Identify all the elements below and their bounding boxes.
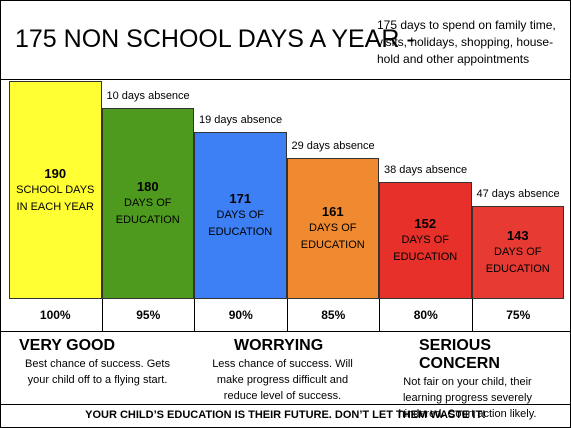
bar: 180 DAYS OF EDUCATION [101, 107, 194, 299]
bar: 190 SCHOOL DAYS IN EACH YEAR [9, 81, 102, 299]
bar: 171 DAYS OF EDUCATION [194, 131, 287, 299]
title: 175 NON SCHOOL DAYS A YEAR - [15, 25, 415, 53]
verdict-title: WORRYING [234, 337, 324, 354]
footer: YOUR CHILD’S EDUCATION IS THEIR FUTURE. … [85, 409, 486, 421]
verdict: SERIOUS CONCERN Not fair on your child, t… [379, 333, 564, 420]
verdict-text: Best chance of success. Gets your child … [25, 358, 170, 386]
percent-label: 95% [101, 299, 195, 331]
percent-label: 100% [39, 308, 71, 322]
absence-label: 19 days absence [199, 113, 283, 126]
bar: 152 DAYS OF EDUCATION [379, 182, 472, 299]
row-divider [1, 331, 570, 332]
verdict-text: Not fair on your child, their learning p… [398, 376, 537, 420]
value-label: 143 [506, 227, 529, 243]
percent-label: 80% [379, 299, 472, 331]
category-label: DAYS OF EDUCATION [208, 208, 273, 238]
absence-label: 47 days absence [476, 187, 560, 200]
verdict-text: Less chance of success. Will make progre… [212, 358, 353, 402]
verdict: WORRYING Less chance of success. Will mak… [194, 333, 379, 403]
percent-label: 75% [471, 299, 565, 331]
footer-divider [1, 404, 570, 405]
verdict-title: VERY GOOD [19, 337, 116, 354]
verdict-title: SERIOUS CONCERN [419, 337, 500, 372]
category-label: DAYS OF EDUCATION [300, 222, 365, 252]
value-label: 152 [414, 216, 437, 231]
verdict: VERY GOOD Best chance of success. Gets yo… [9, 333, 194, 403]
category-label: DAYS OF EDUCATION [485, 245, 550, 275]
category-label: DAYS OF EDUCATION [115, 196, 180, 226]
value-label: 180 [136, 178, 159, 194]
absence-label: 38 days absence [384, 164, 468, 177]
bar: 143 DAYS OF EDUCATION [471, 205, 564, 299]
value-label: 161 [321, 204, 344, 220]
header-divider [1, 79, 570, 80]
percent-label: 85% [286, 299, 380, 331]
absence-label: 29 days absence [291, 140, 375, 153]
percent-label: 90% [194, 299, 287, 331]
value-label: 171 [229, 190, 252, 206]
category-label: SCHOOL DAYS IN EACH YEAR [16, 183, 95, 213]
value-label: 190 [44, 165, 67, 181]
subtitle: 175 days to spend on family time, visits… [377, 18, 556, 66]
bar: 161 DAYS OF EDUCATION [286, 158, 379, 299]
category-label: DAYS OF EDUCATION [393, 234, 458, 263]
absence-label: 10 days absence [106, 89, 190, 102]
